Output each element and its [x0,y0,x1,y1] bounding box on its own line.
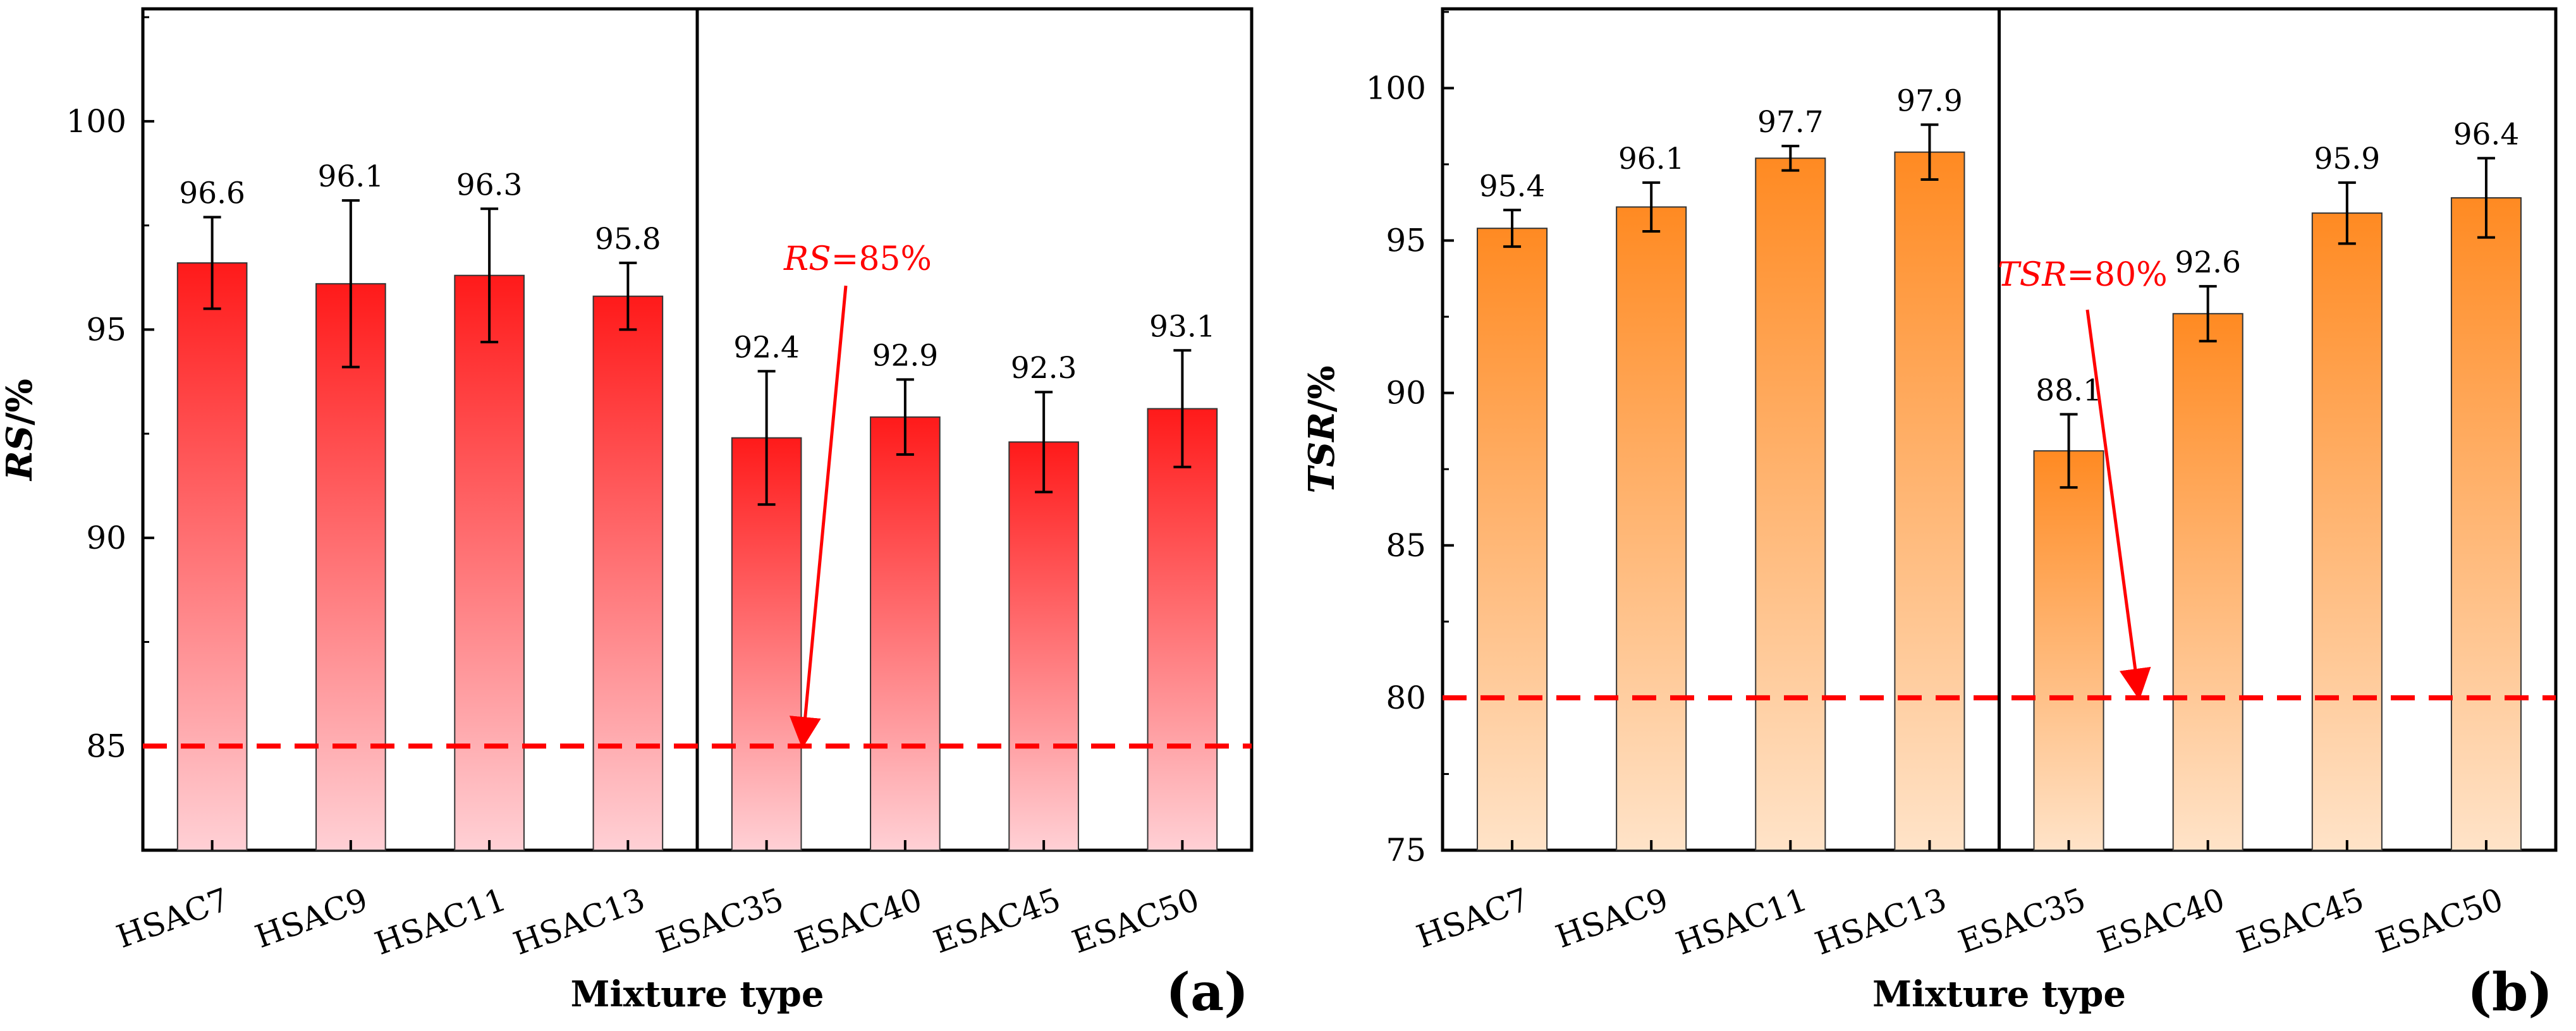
bar [1008,441,1079,851]
x-tick-label: HSAC11 [370,881,511,962]
panel-label: (a) [1166,962,1248,1023]
x-tick-label: ESAC35 [1954,881,2091,961]
bar [1894,151,1965,851]
y-tick-label: 90 [1386,375,1426,412]
x-tick-label: HSAC7 [112,881,234,955]
y-tick-label: 100 [1366,70,1426,106]
x-tick-label: HSAC7 [1412,881,1534,955]
data-label: 92.9 [872,338,939,373]
y-tick-label: 85 [86,728,126,764]
chart-panel-b: 75 80 85 90 95 100 95.4 HSAC7 96.1 HSAC9 97.7 HSAC1… [1301,7,2558,1023]
x-tick-label: ESAC35 [652,881,788,961]
x-tick-label: ESAC40 [790,881,927,961]
x-axis-title: Mixture type [570,973,824,1015]
y-axis-title: RS/% [0,379,40,482]
threshold-arrow [2085,309,2151,700]
data-label: 96.4 [2453,117,2520,152]
x-tick-label: HSAC9 [1551,881,1673,955]
y-tick-label: 100 [66,103,126,140]
data-label: 96.1 [318,159,384,194]
x-tick-label: HSAC13 [509,881,650,962]
y-tick-label: 80 [1386,680,1426,716]
data-label: 95.8 [595,222,661,257]
data-label: 92.4 [733,330,800,365]
data-label: 92.6 [2175,245,2241,280]
y-tick-label: 95 [1386,223,1426,259]
bar [2172,313,2243,851]
data-label: 96.6 [179,176,245,210]
panel-label: (b) [2467,962,2553,1023]
data-label: 97.7 [1757,105,1824,140]
y-tick-label: 90 [86,520,126,556]
data-label: 97.9 [1896,83,1963,118]
bar [1147,408,1218,851]
chart-panel-a: 85 90 95 100 96.6 HSAC7 96.1 HSAC9 96.3 HSAC11 95.… [0,7,1254,1023]
threshold-annotation: RS=85% [783,240,932,278]
bar [2033,450,2104,851]
x-tick-label: HSAC13 [1810,881,1951,962]
bar [315,283,386,851]
data-label: 95.4 [1479,169,1546,204]
data-label: 93.1 [1149,309,1216,344]
data-label: 95.9 [2314,142,2380,176]
bar [454,274,525,851]
x-axis-title: Mixture type [1872,973,2126,1015]
x-tick-label: ESAC45 [929,881,1065,961]
bar [731,437,802,851]
bar [1477,228,1548,851]
y-tick-label: 95 [86,311,126,348]
bar [870,416,941,851]
bar [176,262,248,851]
x-tick-label: HSAC11 [1671,881,1812,962]
y-tick-label: 85 [1386,527,1426,564]
x-tick-label: ESAC45 [2232,881,2369,961]
bar [2450,197,2522,851]
y-axis-title: TSR/% [1301,365,1343,493]
bar [1755,157,1826,851]
data-label: 88.1 [2036,373,2102,408]
x-tick-label: ESAC40 [2093,881,2230,961]
data-label: 96.3 [456,168,523,202]
threshold-annotation: TSR=80% [1998,256,2168,294]
x-tick-label: HSAC9 [250,881,372,955]
bar [1616,206,1687,851]
bar [2311,212,2383,851]
bar [592,295,664,851]
y-tick-label: 75 [1386,832,1426,869]
data-label: 92.3 [1011,351,1077,386]
x-tick-label: ESAC50 [1067,881,1204,961]
x-tick-label: ESAC50 [2371,881,2508,961]
threshold-arrow [789,285,848,749]
data-label: 96.1 [1618,142,1685,176]
